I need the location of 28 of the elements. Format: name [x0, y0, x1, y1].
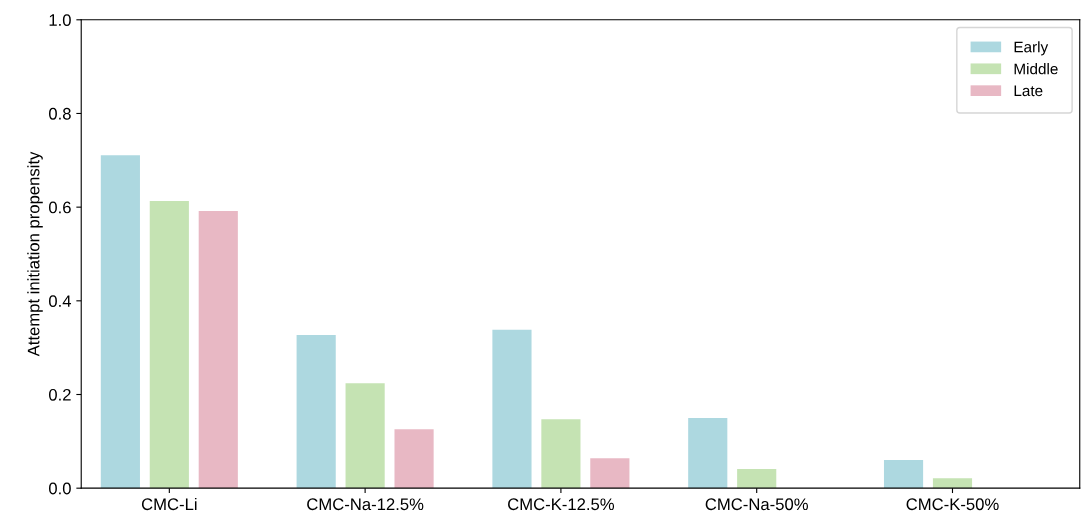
- y-tick-label: 0.6: [48, 201, 71, 214]
- legend-label: Early: [1014, 41, 1049, 56]
- bar: [149, 201, 189, 489]
- x-tick-label: CMC-Na-50%: [705, 498, 808, 511]
- y-tick-label: 1.0: [49, 14, 71, 26]
- y-tick-label: 0.8: [48, 107, 71, 120]
- x-tick-label: CMC-K-50%: [906, 498, 999, 511]
- x-tick-label: CMC-K-12.5%: [508, 498, 615, 511]
- bar: [883, 460, 924, 489]
- bar: [345, 383, 385, 489]
- y-tick-label: 0.0: [48, 482, 71, 495]
- y-tick-label: 0.4: [48, 295, 72, 308]
- bar: [492, 329, 532, 489]
- bar: [737, 468, 777, 489]
- bar: [541, 419, 581, 489]
- bar: [688, 417, 728, 489]
- x-tick-label: CMC-Li: [141, 497, 197, 511]
- bar: [100, 155, 140, 489]
- y-axis-title: Attempt initiation propensity: [27, 151, 43, 357]
- bar: [932, 478, 973, 489]
- y-tick-label: 0.2: [48, 388, 71, 401]
- bar: [394, 429, 434, 489]
- x-tick-label: CMC-Na-12.5%: [307, 498, 424, 511]
- bar: [296, 335, 336, 489]
- legend-label: Middle: [1014, 63, 1058, 75]
- bar: [198, 210, 238, 489]
- legend-label: Late: [1014, 85, 1043, 97]
- bar: [590, 458, 630, 489]
